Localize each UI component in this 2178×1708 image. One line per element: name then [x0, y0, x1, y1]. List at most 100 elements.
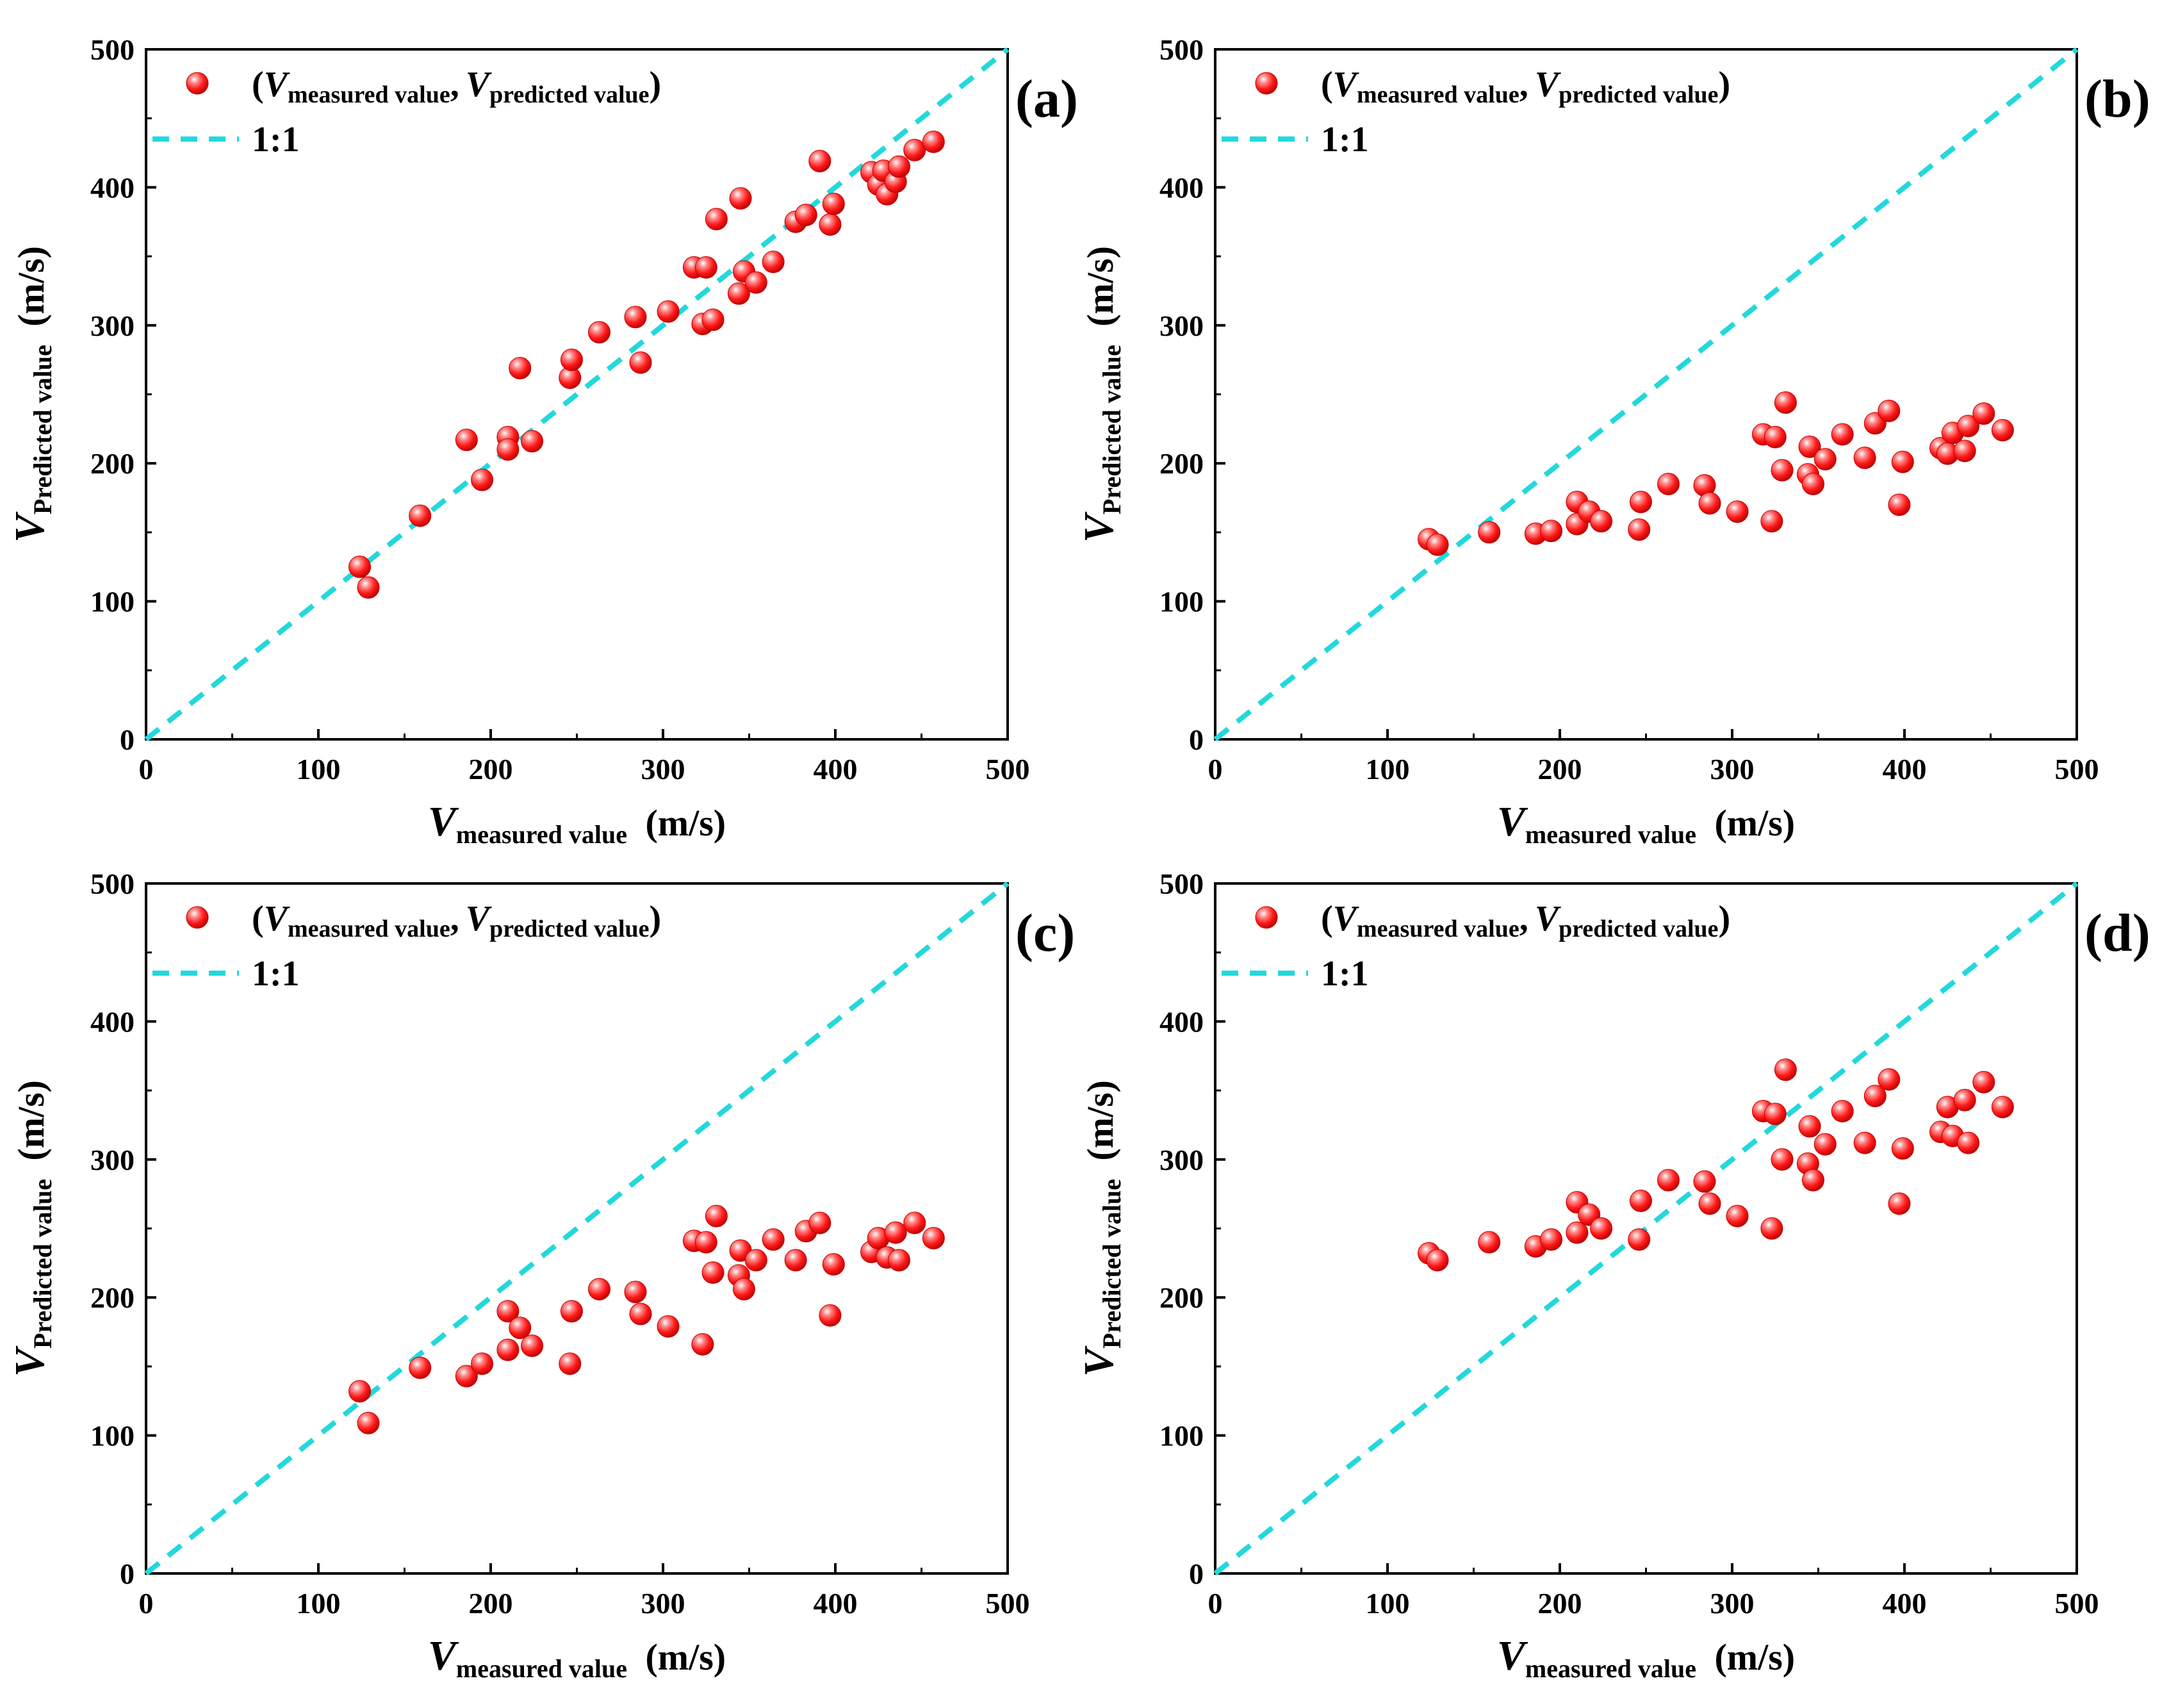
data-point — [1831, 423, 1854, 446]
data-point — [1426, 1249, 1449, 1272]
data-point — [1957, 1131, 1980, 1154]
data-point — [1878, 399, 1901, 422]
data-point — [624, 306, 647, 329]
y-tick-label: 300 — [1159, 1144, 1204, 1176]
x-tick-label: 200 — [469, 1587, 513, 1620]
legend-scatter-label: (Vmeasured value, Vpredicted value) — [252, 65, 661, 108]
y-tick-label: 200 — [1159, 1281, 1204, 1314]
data-point — [1853, 1131, 1876, 1154]
legend-paren-close: ) — [650, 65, 662, 104]
y-axis-symbol: V — [1076, 511, 1122, 543]
data-point — [744, 1249, 767, 1272]
data-point — [587, 1277, 610, 1301]
data-point — [822, 1253, 845, 1276]
y-axis-unit: (m/s) — [10, 1080, 52, 1170]
x-tick-label: 300 — [641, 1587, 685, 1620]
data-point — [409, 504, 432, 527]
data-point — [1698, 492, 1721, 515]
legend-paren-close: ) — [1719, 899, 1731, 939]
x-tick-label: 100 — [297, 1587, 341, 1620]
x-tick-label: 100 — [297, 753, 341, 785]
x-axis-subscript: measured value — [1525, 1654, 1696, 1683]
data-point — [1698, 1192, 1721, 1215]
y-tick-label: 500 — [1159, 33, 1204, 66]
x-axis-subscript: measured value — [456, 820, 627, 849]
data-point — [1878, 1068, 1901, 1091]
data-point — [1540, 1228, 1563, 1251]
legend-line-label: 1:1 — [252, 120, 300, 160]
data-point — [922, 130, 945, 153]
data-point — [822, 192, 845, 215]
x-tick-label: 0 — [1208, 1587, 1223, 1620]
legend-paren-close: ) — [650, 899, 662, 939]
legend-point-marker — [186, 72, 209, 95]
y-tick-label: 400 — [1159, 1005, 1204, 1038]
y-axis-symbol: V — [1076, 1345, 1122, 1377]
identity-line — [1213, 881, 2079, 1576]
data-point — [888, 155, 911, 178]
x-tick-label: 500 — [986, 753, 1030, 785]
data-point — [559, 1352, 582, 1375]
legend-predicted-sub: predicted value — [489, 81, 649, 108]
data-point — [1478, 1231, 1501, 1254]
x-axis-subscript: measured value — [1525, 820, 1696, 849]
y-axis-title: VPredicted value (m/s) — [1076, 1080, 1126, 1377]
legend-line-label: 1:1 — [252, 954, 300, 994]
legend-comma: , — [1519, 899, 1528, 939]
y-axis-symbol: V — [6, 511, 53, 543]
data-point — [348, 555, 372, 579]
y-tick-label: 0 — [120, 723, 135, 756]
data-point — [1891, 1137, 1914, 1160]
x-axis-title: Vmeasured value (m/s) — [1497, 1632, 1795, 1683]
legend-point-marker — [186, 906, 209, 929]
data-point — [1693, 1170, 1716, 1193]
legend-scatter-label: (Vmeasured value, Vpredicted value) — [1321, 65, 1730, 108]
data-point — [509, 1317, 532, 1340]
x-tick-label: 400 — [1883, 753, 1927, 785]
chart-panel-b: 0 100 200 300 400 500 0 100 200 300 400 500 Vmeasure… — [1076, 33, 2150, 849]
data-point — [1774, 1058, 1797, 1081]
data-point — [1590, 510, 1613, 533]
legend-scatter-label: (Vmeasured value, Vpredicted value) — [1321, 899, 1730, 942]
data-point — [1657, 473, 1680, 496]
y-tick-label: 300 — [90, 309, 135, 342]
data-point — [819, 213, 842, 236]
x-axis-unit: (m/s) — [1705, 1636, 1795, 1678]
x-tick-label: 500 — [2055, 1587, 2099, 1620]
data-point — [1814, 448, 1837, 471]
x-tick-label: 100 — [1366, 1587, 1410, 1620]
data-point — [348, 1380, 372, 1403]
legend-scatter-label: (Vmeasured value, Vpredicted value) — [252, 899, 661, 942]
y-axis-unit: (m/s) — [1079, 246, 1121, 336]
data-point — [729, 187, 752, 210]
data-point — [1953, 1088, 1976, 1112]
data-point — [732, 1277, 755, 1301]
x-tick-label: 0 — [139, 753, 154, 785]
data-point — [409, 1356, 432, 1379]
data-point — [1760, 1217, 1783, 1240]
data-point — [560, 1300, 583, 1323]
data-point — [903, 1211, 926, 1235]
legend-paren-open: ( — [252, 65, 264, 104]
legend-predicted-sub: predicted value — [1559, 81, 1718, 108]
data-point — [1814, 1133, 1837, 1156]
data-point — [1760, 510, 1783, 533]
data-point — [624, 1281, 647, 1304]
legend-line-label: 1:1 — [1321, 954, 1369, 994]
x-axis-unit: (m/s) — [1705, 802, 1795, 844]
data-point — [727, 282, 750, 305]
legend-measured-sub: measured value — [288, 81, 450, 108]
data-point — [1726, 500, 1749, 523]
y-axis-unit: (m/s) — [10, 246, 52, 336]
data-point — [629, 1302, 652, 1326]
legend-paren-open: ( — [252, 899, 264, 939]
data-point — [888, 1249, 911, 1272]
x-tick-label: 200 — [1538, 753, 1582, 785]
y-axis-subscript: Predicted value — [28, 345, 57, 514]
legend-v-symbol: V — [466, 65, 493, 104]
x-tick-label: 400 — [814, 1587, 858, 1620]
chart-panel-c: 0 100 200 300 400 500 0 100 200 300 400 500 Vmeasure… — [6, 867, 1075, 1683]
data-point — [1888, 493, 1911, 516]
